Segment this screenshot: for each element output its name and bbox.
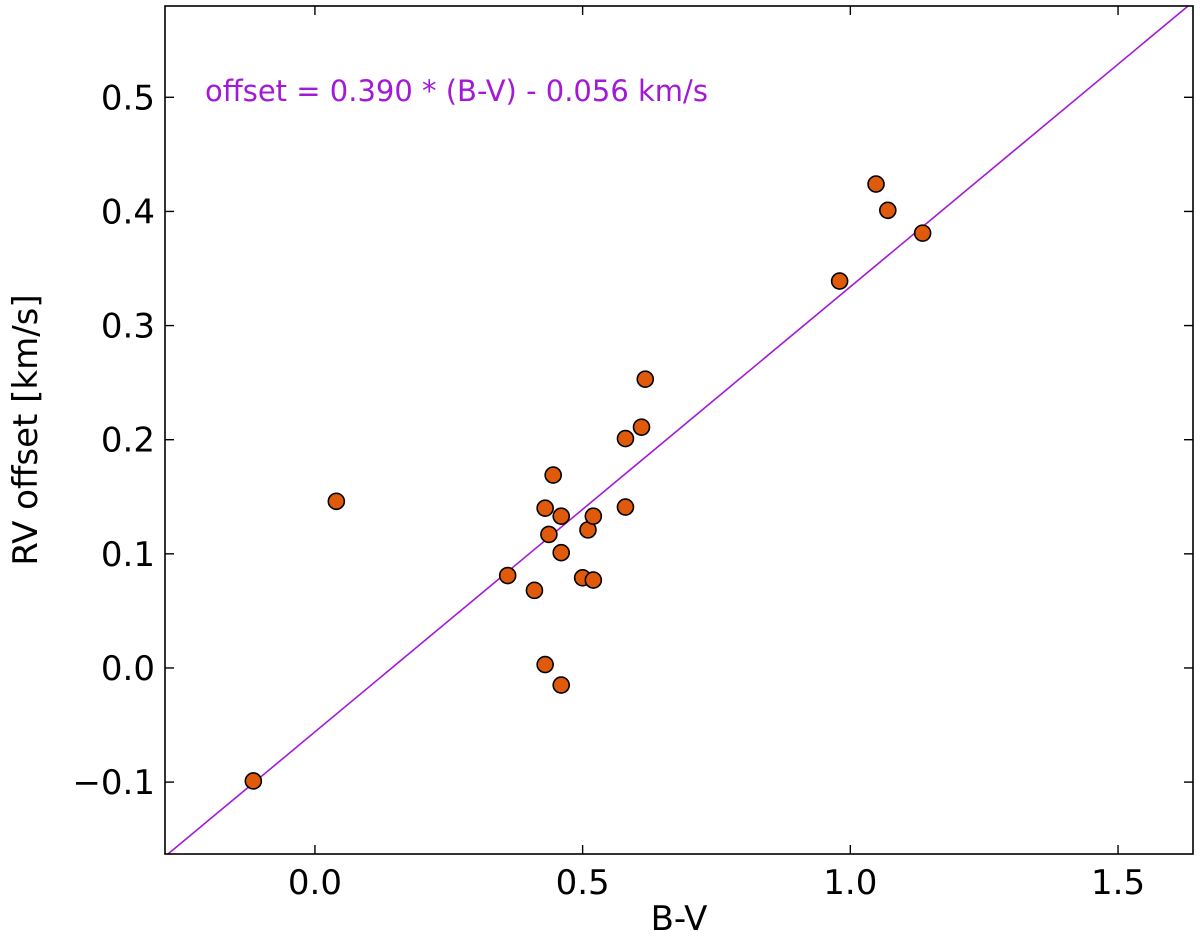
data-point (584, 571, 603, 589)
data-point (498, 566, 517, 585)
data-point (636, 370, 655, 389)
y-tick-label: 0.0 (101, 649, 155, 689)
y-tick-label: 0.5 (101, 78, 155, 118)
y-axis-title: RV offset [km/s] (6, 294, 46, 565)
data-point (616, 498, 635, 516)
data-point (540, 525, 558, 544)
data-point (867, 175, 885, 193)
data-point (552, 507, 571, 525)
x-tick-label: 0.0 (288, 863, 342, 903)
data-point (616, 429, 635, 448)
data-point (244, 772, 263, 790)
x-axis-title: B-V (651, 899, 708, 939)
data-point (552, 676, 571, 694)
data-point (830, 272, 849, 290)
data-point (525, 581, 544, 600)
data-point (536, 655, 554, 674)
data-point (632, 418, 651, 436)
fit-line (166, 6, 1190, 854)
plot-frame (164, 5, 1194, 855)
x-tick-label: 0.5 (556, 863, 610, 903)
data-point (879, 201, 897, 220)
data-point (584, 507, 603, 525)
data-point (544, 466, 562, 484)
y-tick-label: 0.4 (101, 192, 155, 232)
data-point (327, 492, 346, 511)
data-point (552, 543, 571, 562)
x-tick-label: 1.0 (823, 863, 877, 903)
y-tick-label: 0.2 (101, 421, 155, 461)
y-tick-label: 0.1 (101, 535, 155, 575)
data-point (913, 224, 932, 242)
y-tick-label: −0.1 (72, 763, 155, 803)
fit-equation-annotation: offset = 0.390 * (B-V) - 0.056 km/s (205, 74, 708, 108)
y-tick-label: 0.3 (101, 307, 155, 347)
data-point (536, 499, 554, 517)
x-tick-label: 1.5 (1091, 863, 1145, 903)
